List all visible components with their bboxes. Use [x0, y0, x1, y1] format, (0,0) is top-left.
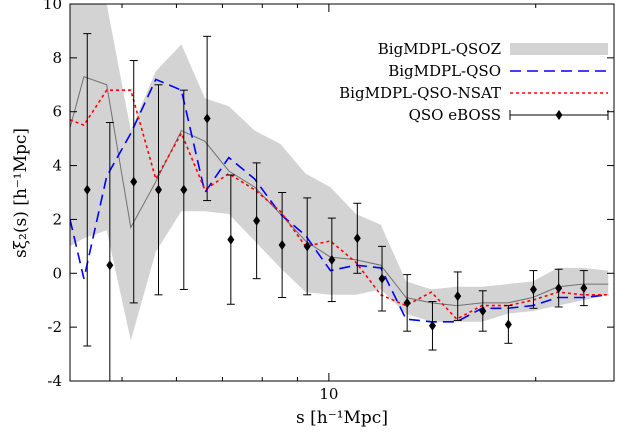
plot-area — [70, 4, 609, 381]
qsoz-band — [70, 4, 609, 341]
data-point — [579, 270, 588, 307]
data-point — [179, 89, 188, 290]
data-marker — [227, 234, 235, 245]
data-point — [252, 162, 261, 280]
data-point — [554, 268, 563, 308]
data-point — [278, 192, 287, 299]
data-marker — [378, 273, 386, 284]
data-marker — [154, 184, 162, 195]
data-marker — [130, 176, 138, 187]
data-point — [478, 290, 487, 332]
axis-ticks: -4 -2 0 2 4 6 8 10 10 — [43, 0, 614, 403]
data-point — [403, 274, 412, 332]
legend: BigMDPL-QSOZ BigMDPL-QSO BigMDPL-QSO-NSAT Q… — [339, 40, 609, 124]
data-point — [453, 271, 462, 321]
y-tick-label: 4 — [52, 157, 62, 175]
data-point — [303, 197, 312, 296]
x-axis-label: s [h⁻¹Mpc] — [296, 408, 388, 428]
y-tick-label: -2 — [47, 318, 62, 336]
data-marker — [353, 233, 361, 244]
legend-label: QSO eBOSS — [409, 106, 501, 124]
legend-label: BigMDPL-QSO — [388, 62, 501, 80]
data-marker — [303, 241, 311, 252]
data-marker — [106, 260, 114, 271]
data-marker — [403, 297, 411, 308]
y-tick-label: -4 — [47, 372, 62, 390]
data-marker — [203, 113, 211, 124]
data-point — [353, 202, 362, 274]
legend-item: BigMDPL-QSO — [388, 62, 608, 80]
plot-frame — [69, 3, 615, 382]
legend-item: BigMDPL-QSOZ — [378, 40, 608, 58]
y-tick-label: 2 — [52, 210, 62, 228]
y-axis-label: sξ₂(s) [h⁻¹Mpc] — [11, 128, 31, 258]
data-point — [529, 270, 538, 309]
x-tick-label: 10 — [319, 385, 338, 403]
y-tick-label: 10 — [43, 0, 62, 13]
data-marker — [454, 291, 462, 302]
y-tick-label: 6 — [52, 103, 62, 121]
data-point — [378, 245, 387, 312]
legend-label: BigMDPL-QSOZ — [378, 40, 501, 58]
data-point — [154, 84, 163, 296]
data-point — [428, 301, 437, 351]
data-marker — [428, 320, 436, 331]
data-marker — [83, 184, 91, 195]
data-marker — [555, 283, 563, 294]
data-point — [504, 305, 513, 344]
data-marker — [580, 283, 588, 294]
data-marker — [529, 284, 537, 295]
y-tick-label: 0 — [52, 264, 62, 282]
legend-marker — [555, 110, 563, 120]
series-line-2 — [70, 89, 609, 321]
data-marker — [278, 240, 286, 251]
y-tick-label: 8 — [52, 49, 62, 67]
data-point — [105, 121, 114, 381]
legend-item: QSO eBOSS — [409, 106, 609, 124]
data-marker — [504, 319, 512, 330]
legend-swatch — [510, 43, 608, 55]
legend-label: BigMDPL-QSO-NSAT — [339, 84, 501, 102]
data-point — [129, 60, 138, 304]
series-line-1 — [70, 78, 609, 323]
data-marker — [328, 254, 336, 265]
data-point — [83, 33, 92, 347]
legend-item: BigMDPL-QSO-NSAT — [339, 84, 608, 102]
data-point — [226, 174, 235, 305]
data-marker — [479, 305, 487, 316]
data-marker — [180, 184, 188, 195]
data-point — [327, 217, 336, 303]
data-marker — [253, 215, 261, 226]
data-point — [203, 35, 212, 202]
